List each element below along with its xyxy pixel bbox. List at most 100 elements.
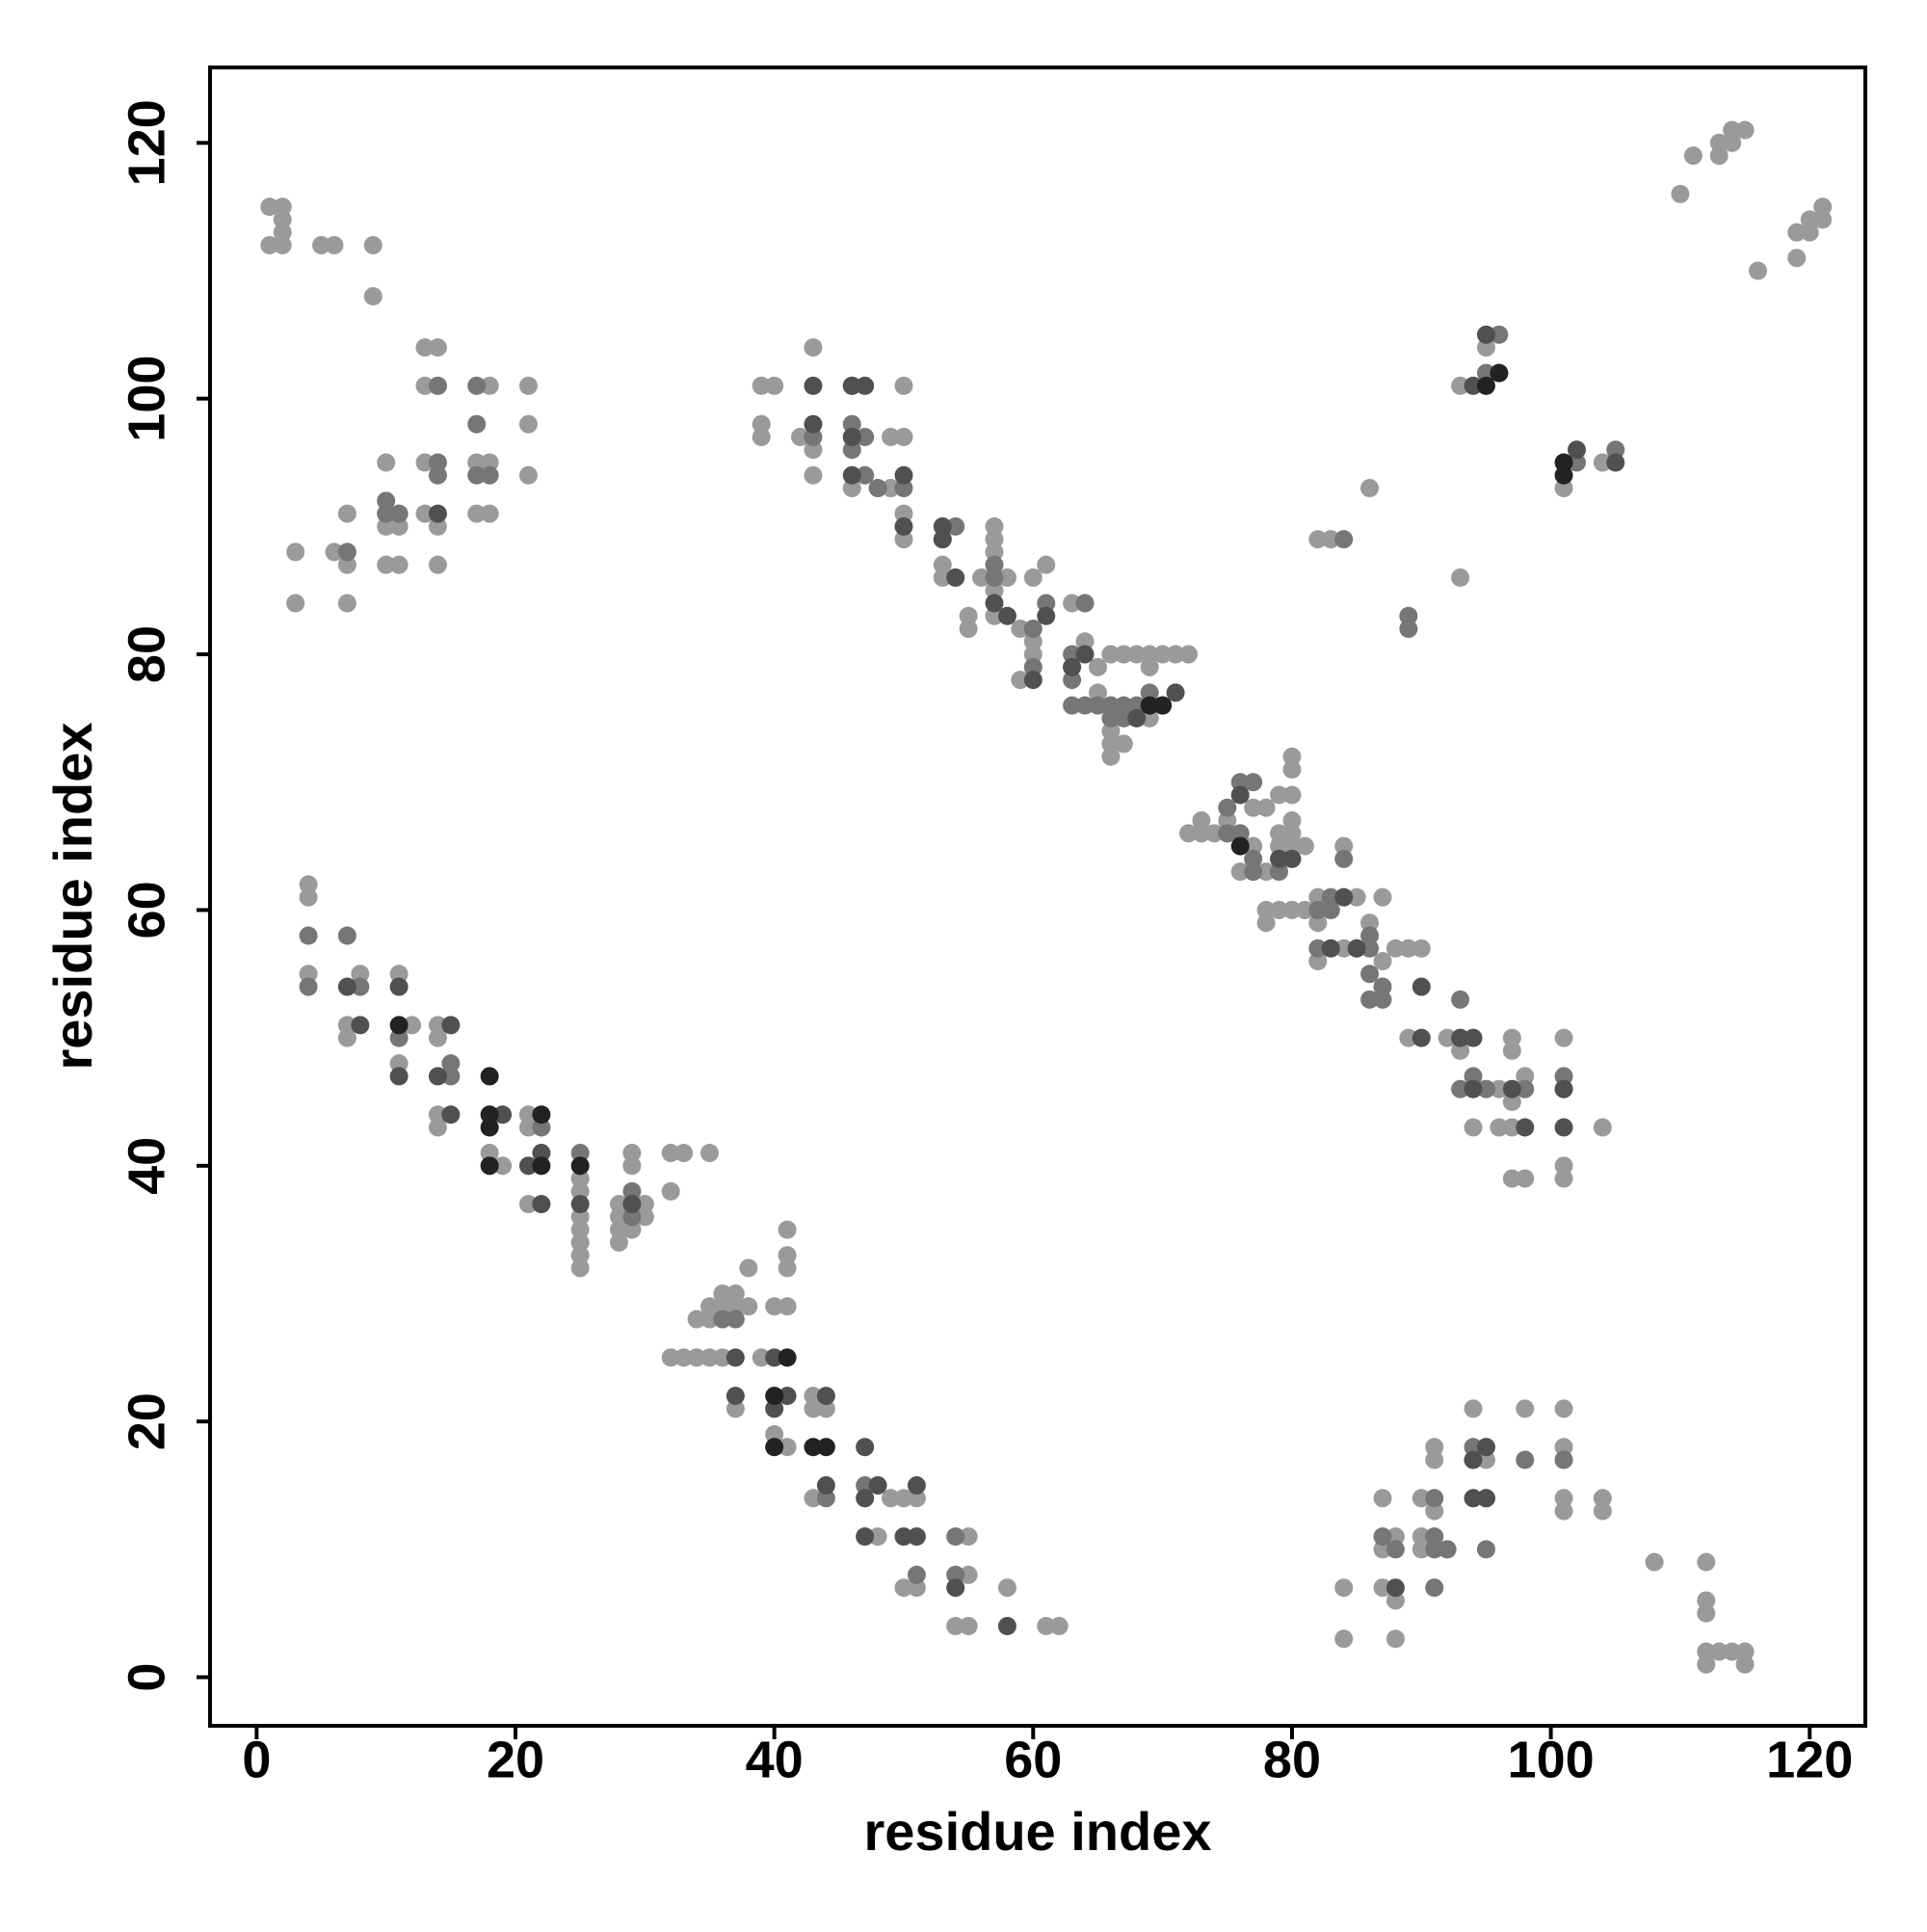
contact-point	[1282, 785, 1302, 805]
contact-point	[1270, 862, 1289, 882]
plot-frame	[208, 66, 1867, 1728]
contact-point	[1140, 657, 1159, 676]
contact-point	[1282, 849, 1302, 868]
contact-point	[1360, 479, 1380, 498]
contact-point	[1749, 261, 1768, 280]
contact-point	[713, 1348, 732, 1367]
contact-point	[1606, 453, 1625, 472]
contact-point	[816, 1438, 835, 1457]
contact-point	[765, 1424, 784, 1443]
contact-point	[1101, 722, 1121, 741]
contact-point	[1153, 696, 1173, 715]
contact-point	[700, 1297, 719, 1316]
contact-point	[273, 198, 292, 217]
contact-point	[1697, 1552, 1716, 1572]
contact-point	[1230, 773, 1250, 792]
contact-point	[622, 1181, 642, 1201]
contact-point	[1270, 824, 1289, 843]
contact-point	[1244, 798, 1263, 817]
contact-point	[894, 516, 913, 536]
contact-point	[480, 1105, 499, 1125]
contact-point	[1464, 1118, 1483, 1137]
contact-point	[661, 1348, 680, 1367]
contact-point	[1683, 146, 1703, 166]
contact-point	[1063, 594, 1082, 613]
contact-point	[804, 376, 823, 395]
contact-point	[1425, 1527, 1444, 1547]
contact-point	[894, 427, 913, 446]
contact-point	[842, 479, 861, 498]
contact-point	[1464, 1028, 1483, 1047]
contact-point	[726, 1284, 745, 1304]
contact-point	[1256, 798, 1276, 817]
contact-point	[946, 1565, 965, 1584]
contact-point	[894, 1527, 913, 1547]
contact-point	[377, 453, 396, 472]
contact-point	[1244, 773, 1263, 792]
contact-point	[286, 543, 305, 562]
contact-point	[337, 1028, 356, 1047]
contact-point	[1502, 1092, 1521, 1111]
contact-point	[1425, 1450, 1444, 1469]
contact-point	[441, 1016, 461, 1035]
contact-point	[286, 594, 305, 613]
contact-point	[1270, 900, 1289, 919]
contact-point	[1204, 824, 1224, 843]
contact-point	[1697, 1603, 1716, 1623]
contact-point	[894, 479, 913, 498]
contact-point	[907, 1489, 926, 1508]
contact-point	[1554, 1489, 1573, 1508]
contact-point	[570, 1181, 590, 1201]
contact-point	[856, 1527, 875, 1547]
contact-point	[1088, 696, 1107, 715]
contact-point	[1334, 836, 1354, 856]
contact-point	[1412, 1028, 1431, 1047]
contact-point	[1140, 683, 1159, 702]
contact-point	[959, 1617, 978, 1636]
contact-point	[1114, 696, 1133, 715]
contact-point	[1140, 645, 1159, 664]
contact-point	[765, 1438, 784, 1457]
contact-point	[1386, 1578, 1405, 1598]
contact-point	[1593, 1489, 1612, 1508]
contact-point	[389, 516, 409, 536]
contact-point	[1554, 1501, 1573, 1521]
contact-point	[752, 414, 771, 434]
contact-point	[415, 504, 435, 523]
contact-point	[1451, 1041, 1470, 1060]
contact-point	[1256, 862, 1276, 882]
contact-point	[804, 440, 823, 460]
contact-point	[842, 465, 861, 485]
contact-point	[1554, 1450, 1573, 1469]
contact-point	[1554, 1028, 1573, 1047]
contact-point	[609, 1207, 628, 1227]
contact-point	[609, 1220, 628, 1239]
contact-point	[856, 427, 875, 446]
contact-point	[1075, 696, 1095, 715]
contact-point	[1373, 1578, 1392, 1598]
contact-point	[428, 516, 447, 536]
contact-point	[1451, 1028, 1470, 1047]
contact-point	[467, 465, 487, 485]
contact-point	[609, 1232, 628, 1252]
contact-point	[1114, 708, 1133, 728]
contact-point	[1425, 1540, 1444, 1559]
contact-point	[1813, 210, 1833, 229]
contact-point	[713, 1310, 732, 1329]
contact-point	[882, 1489, 901, 1508]
contact-point	[467, 376, 487, 395]
contact-point	[856, 1476, 875, 1495]
contact-point	[1023, 645, 1043, 664]
contact-point	[1399, 606, 1418, 625]
contact-point	[1075, 645, 1095, 664]
contact-point	[1476, 1540, 1495, 1559]
contact-point	[1425, 1578, 1444, 1598]
contact-point	[480, 1118, 499, 1137]
contact-point	[1011, 671, 1030, 690]
contact-point	[1308, 939, 1328, 958]
contact-point	[570, 1246, 590, 1265]
contact-point	[1308, 887, 1328, 907]
contact-point	[1153, 645, 1173, 664]
contact-point	[1464, 1438, 1483, 1457]
